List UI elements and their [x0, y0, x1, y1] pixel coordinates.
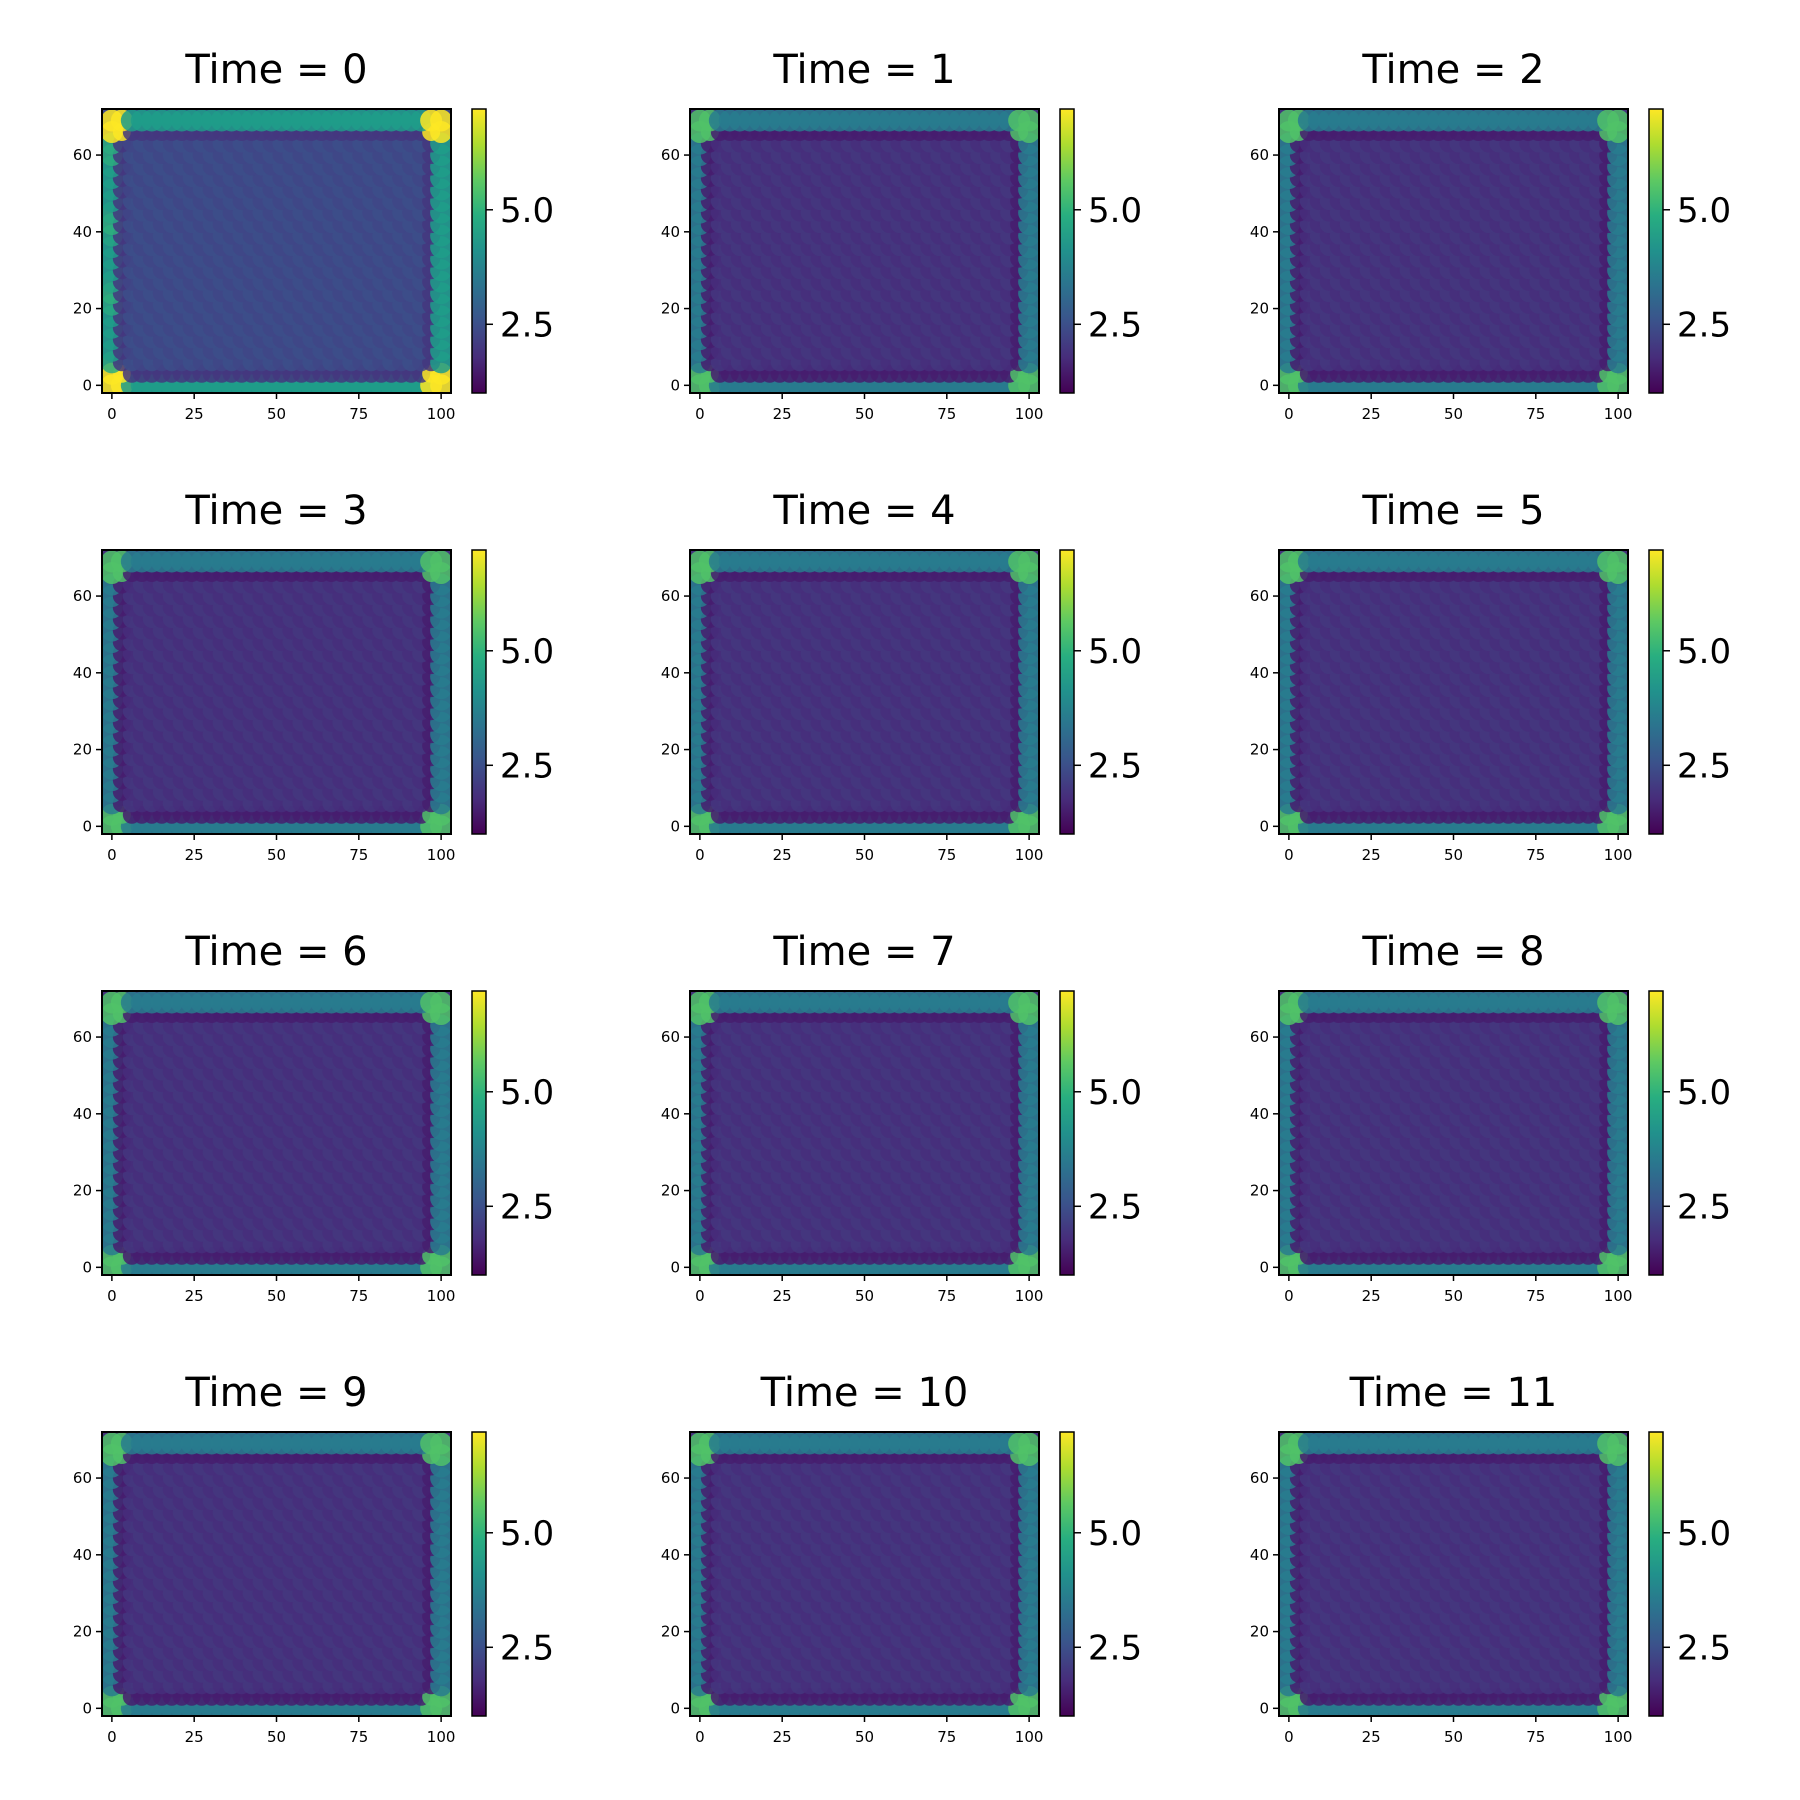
x-tick-label: 0: [107, 846, 117, 864]
colorbar-tick-label: 5.0: [500, 191, 554, 231]
y-tick-label: 0: [82, 376, 92, 394]
subplot-title: Time = 1: [772, 47, 955, 93]
x-tick-label: 50: [1444, 405, 1463, 423]
x-tick-label: 25: [1362, 405, 1381, 423]
heatmap-field: [102, 550, 451, 834]
colorbar-tick-label: 2.5: [1088, 746, 1142, 786]
heatmap-field: [1279, 550, 1628, 834]
heatmap-cell: [1607, 109, 1628, 132]
subplot-title: Time = 2: [1361, 47, 1544, 93]
y-tick-label: 0: [1259, 376, 1269, 394]
y-tick-label: 0: [670, 376, 680, 394]
colorbar: [1059, 549, 1075, 835]
y-tick-label: 20: [73, 741, 92, 759]
colorbar-tick-label: 5.0: [1677, 191, 1731, 231]
y-tick-label: 20: [73, 300, 92, 318]
x-tick-label: 50: [855, 846, 874, 864]
subplot-2: 0 25 50 75 100 0 20 40 60 Time = 2 2.5 5.0: [1250, 47, 1731, 423]
subplot-0: 0 25 50 75 100 0 20 40 60 Time = 0 2.5 5.0: [73, 47, 554, 423]
subplot-title: Time = 3: [184, 488, 367, 534]
y-tick-label: 20: [661, 741, 680, 759]
x-tick-label: 0: [107, 405, 117, 423]
x-tick-label: 25: [185, 405, 204, 423]
y-tick-label: 20: [1250, 300, 1269, 318]
heatmap-cell: [430, 550, 451, 573]
x-tick-label: 100: [1015, 846, 1044, 864]
x-tick-label: 100: [427, 405, 456, 423]
y-tick-label: 0: [670, 817, 680, 835]
colorbar: [1648, 108, 1664, 394]
x-tick-label: 0: [695, 405, 705, 423]
subplot-title: Time = 0: [184, 47, 367, 93]
x-tick-label: 0: [1284, 405, 1294, 423]
x-tick-label: 50: [267, 846, 286, 864]
subplot-3: 0 25 50 75 100 0 20 40 60 Time = 3 2.5 5.0: [73, 488, 554, 864]
x-tick-label: 25: [773, 405, 792, 423]
colorbar-tick-label: 2.5: [500, 746, 554, 786]
y-tick-label: 60: [661, 587, 680, 605]
colorbar-tick-label: 2.5: [1677, 305, 1731, 345]
y-tick-label: 20: [661, 300, 680, 318]
x-tick-label: 100: [427, 846, 456, 864]
x-tick-label: 100: [1015, 405, 1044, 423]
x-tick-label: 75: [937, 846, 956, 864]
x-tick-label: 100: [1604, 405, 1633, 423]
x-tick-label: 25: [185, 846, 204, 864]
heatmap-field: [1279, 109, 1628, 393]
y-tick-label: 0: [82, 817, 92, 835]
y-tick-label: 40: [661, 223, 680, 241]
y-tick-label: 60: [73, 146, 92, 164]
y-tick-label: 60: [661, 146, 680, 164]
colorbar: [1059, 108, 1075, 394]
subplot-title: Time = 4: [772, 488, 955, 534]
heatmap-cell: [1018, 550, 1039, 573]
subplot-4: 0 25 50 75 100 0 20 40 60 Time = 4 2.5 5.0: [661, 488, 1142, 864]
x-tick-label: 75: [349, 405, 368, 423]
colorbar-tick-label: 5.0: [1088, 632, 1142, 672]
y-tick-label: 40: [1250, 223, 1269, 241]
heatmap-field: [690, 550, 1039, 834]
heatmap-field: [690, 109, 1039, 393]
x-tick-label: 50: [267, 405, 286, 423]
colorbar-tick-label: 5.0: [500, 632, 554, 672]
subplot-1: 0 25 50 75 100 0 20 40 60 Time = 1 2.5 5.0: [661, 47, 1142, 423]
x-tick-label: 75: [937, 405, 956, 423]
y-tick-label: 60: [1250, 146, 1269, 164]
heatmap-cell: [430, 109, 451, 132]
colorbar: [471, 549, 487, 835]
colorbar-tick-label: 2.5: [500, 305, 554, 345]
colorbar: [471, 108, 487, 394]
y-tick-label: 60: [73, 587, 92, 605]
y-tick-label: 40: [73, 664, 92, 682]
heatmap-cell: [1018, 109, 1039, 132]
x-tick-label: 75: [349, 846, 368, 864]
x-tick-label: 25: [773, 846, 792, 864]
heatmap-field: [102, 109, 451, 393]
y-tick-label: 40: [73, 223, 92, 241]
colorbar-tick-label: 2.5: [1088, 305, 1142, 345]
x-tick-label: 0: [695, 846, 705, 864]
x-tick-label: 75: [1526, 405, 1545, 423]
x-tick-label: 50: [855, 405, 874, 423]
y-tick-label: 40: [661, 664, 680, 682]
colorbar-tick-label: 5.0: [1088, 191, 1142, 231]
